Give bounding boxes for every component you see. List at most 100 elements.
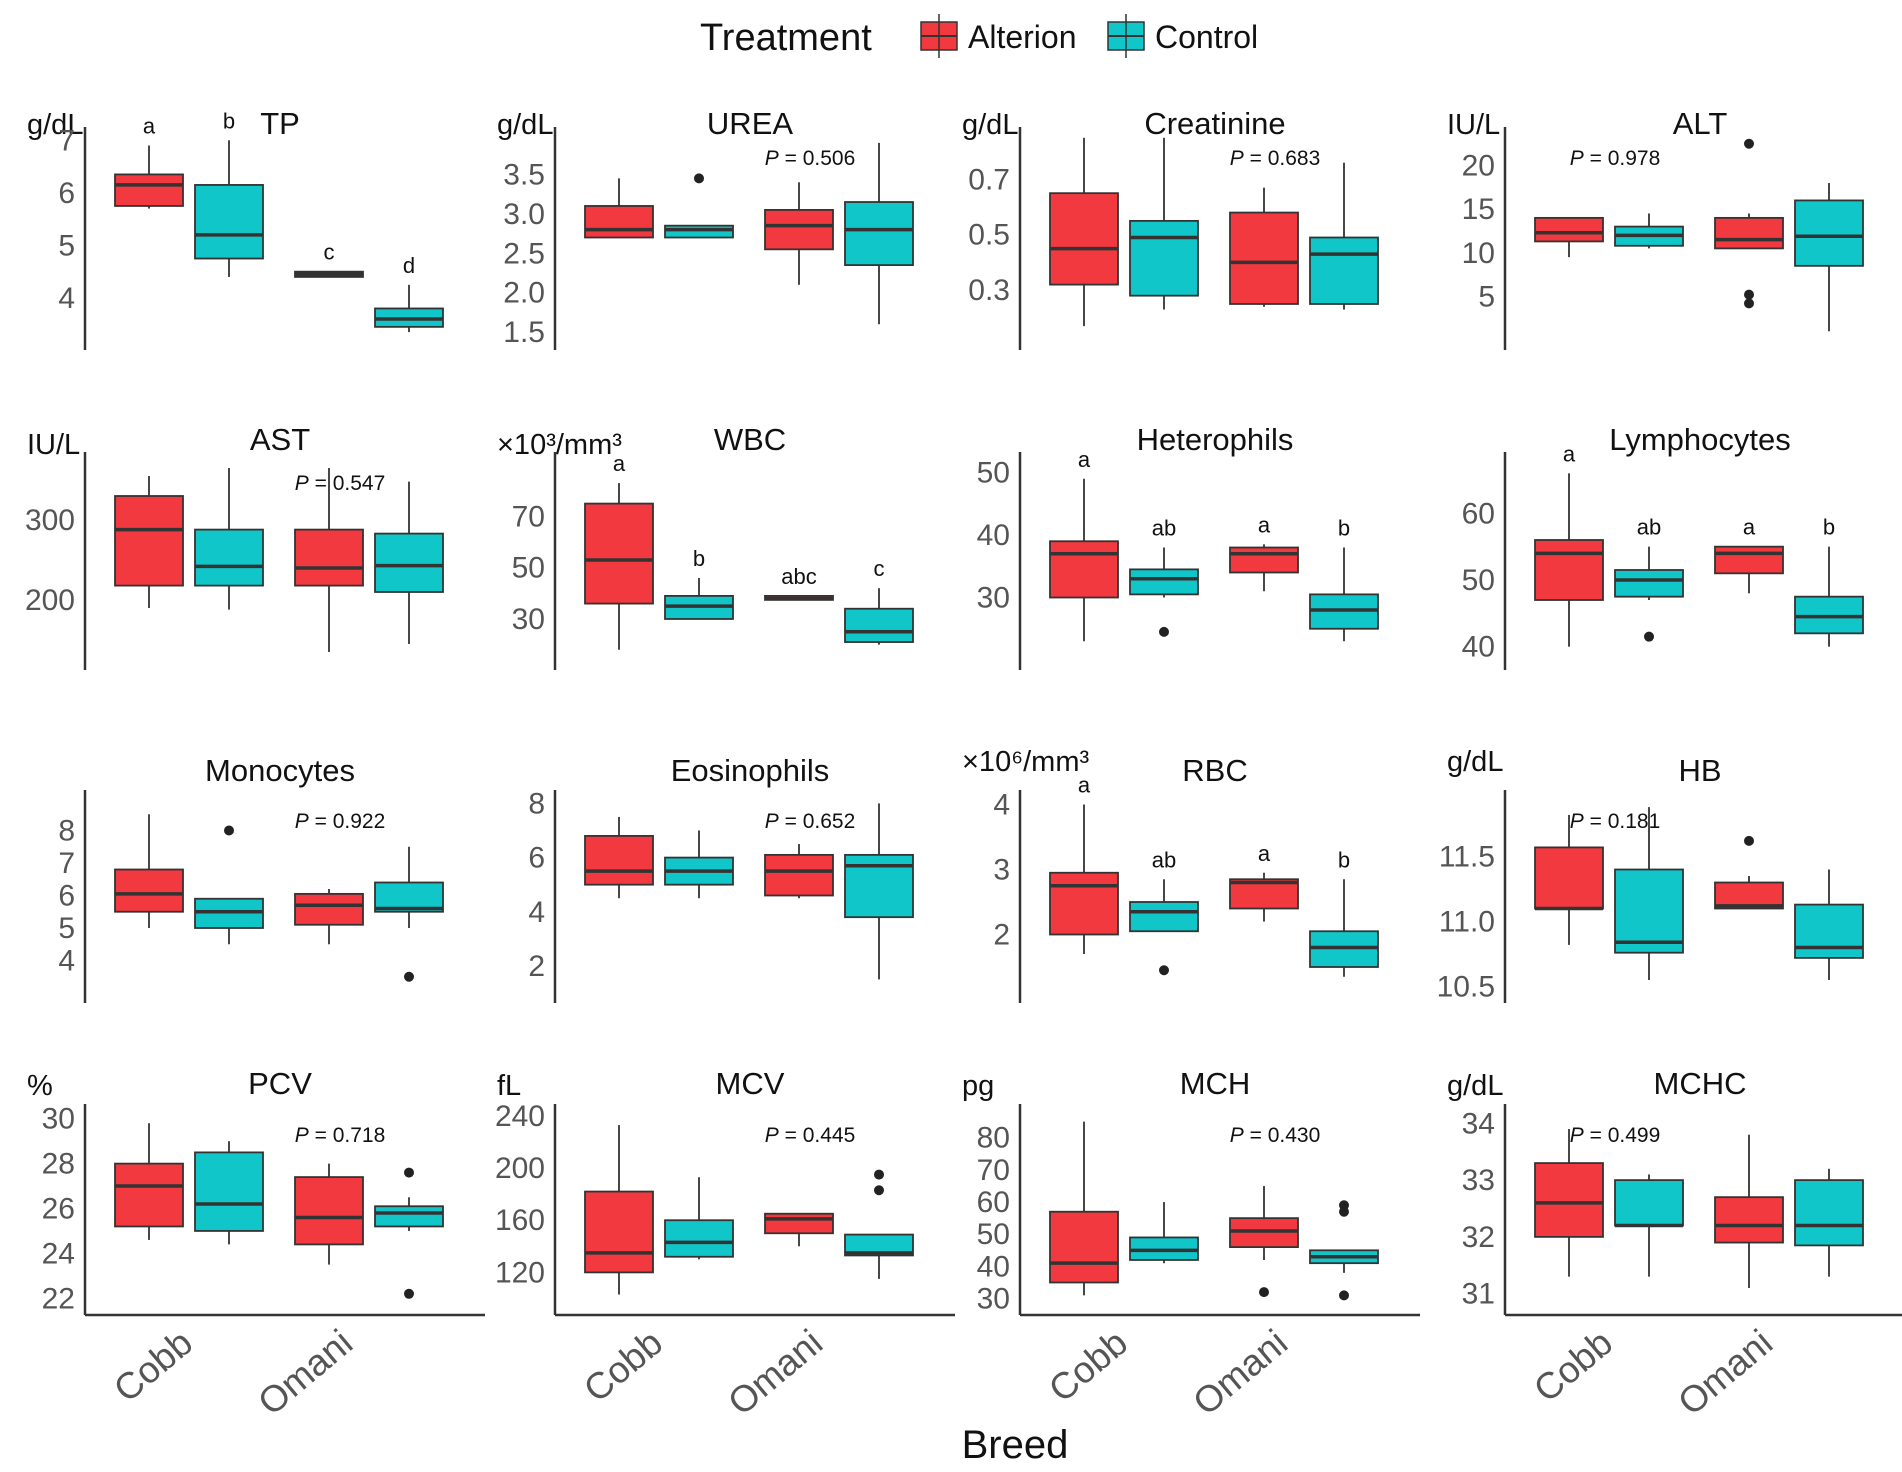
box-omani-alterion: a	[1229, 841, 1299, 922]
box-omani-alterion	[294, 468, 364, 652]
y-tick-label: 4	[528, 896, 545, 929]
y-axis-unit: g/dL	[27, 109, 83, 141]
box-cobb-control	[1129, 137, 1199, 310]
box-omani-control	[844, 1169, 914, 1279]
legend-label-control: Control	[1155, 19, 1258, 55]
p-value-number: = 0.445	[779, 1124, 855, 1147]
box-body	[1614, 1179, 1684, 1227]
box-omani-alterion	[294, 889, 364, 945]
p-value-label: P = 0.978	[1570, 147, 1661, 170]
p-value-symbol: P	[1570, 1124, 1584, 1147]
y-tick-label: 40	[977, 1250, 1010, 1283]
outlier-point	[1259, 1287, 1269, 1298]
p-value-label: P = 0.445	[765, 1124, 856, 1147]
box-body	[1534, 539, 1604, 601]
outlier-point	[1159, 626, 1169, 637]
box-body	[844, 201, 914, 266]
y-tick-label: 7	[58, 847, 75, 880]
box-body	[194, 528, 264, 587]
box-omani-alterion: a	[1714, 515, 1784, 594]
significance-letter: a	[1078, 447, 1091, 472]
box-omani-control: c	[844, 556, 914, 645]
box-omani-control	[374, 481, 444, 644]
box-cobb-control	[664, 830, 734, 899]
y-tick-label: 11.0	[1439, 906, 1495, 939]
box-cobb-alterion	[1534, 216, 1604, 258]
box-omani-control	[1794, 1168, 1864, 1277]
box-omani-alterion: c	[294, 240, 364, 278]
panel-title: MCH	[1180, 1066, 1251, 1101]
outlier-point	[1744, 298, 1754, 309]
p-value-symbol: P	[765, 1124, 779, 1147]
box-cobb-alterion	[584, 178, 654, 239]
box-omani-control: b	[1309, 516, 1379, 642]
y-tick-label: 60	[977, 1186, 1010, 1219]
panel-creatinine: Creatinine g/dL 0.7 0.5 0.3 P = 0.683	[962, 106, 1379, 350]
box-cobb-control	[1614, 1174, 1684, 1277]
box-body	[1129, 901, 1199, 933]
box-body	[1714, 1196, 1784, 1244]
outlier-point	[874, 1169, 884, 1180]
y-axis-unit: g/dL	[962, 109, 1018, 141]
outlier-point	[1744, 138, 1754, 149]
box-cobb-alterion	[1534, 1129, 1604, 1277]
p-value-number: = 0.506	[779, 147, 855, 170]
p-value-number: = 0.978	[1584, 147, 1660, 170]
significance-letter: a	[1563, 441, 1576, 466]
box-body	[114, 868, 184, 913]
outlier-point	[694, 173, 704, 184]
y-tick-label: 24	[42, 1237, 75, 1270]
y-tick-label: 4	[993, 789, 1010, 822]
box-cobb-alterion: a	[114, 114, 184, 209]
panel-title: MCV	[716, 1066, 785, 1101]
outlier-point	[1744, 835, 1754, 846]
p-value-symbol: P	[1570, 147, 1584, 170]
box-cobb-control	[1614, 807, 1684, 980]
panel-title: ALT	[1673, 106, 1728, 141]
box-cobb-alterion	[1049, 137, 1119, 327]
p-value-number: = 0.718	[309, 1124, 385, 1147]
box-body	[1534, 216, 1604, 243]
panel-title: RBC	[1182, 753, 1247, 788]
panel-title: UREA	[707, 106, 793, 141]
p-value-number: = 0.430	[1244, 1124, 1320, 1147]
significance-letter: c	[874, 556, 885, 581]
box-cobb-control	[194, 825, 264, 945]
box-omani-alterion	[1714, 1134, 1784, 1288]
y-tick-label: 7	[58, 124, 75, 157]
significance-letter: b	[1823, 515, 1835, 540]
y-axis-unit: g/dL	[1447, 1070, 1503, 1102]
box-omani-alterion	[294, 1163, 364, 1265]
box-body	[1049, 1210, 1119, 1284]
box-omani-control	[374, 1167, 444, 1299]
x-axis-title: Breed	[962, 1423, 1069, 1467]
y-tick-label: 0.3	[968, 274, 1010, 307]
significance-letter: b	[223, 108, 235, 133]
box-body	[1794, 1179, 1864, 1247]
box-omani-control	[844, 142, 914, 325]
p-value-symbol: P	[295, 472, 309, 495]
y-tick-label: 30	[512, 603, 545, 636]
box-body	[1049, 871, 1119, 936]
outlier-point	[404, 971, 414, 982]
significance-letter: a	[613, 451, 626, 476]
box-body	[294, 892, 364, 926]
y-tick-label: 5	[1478, 280, 1495, 313]
significance-letter: ab	[1152, 847, 1176, 872]
y-tick-label: 15	[1462, 193, 1495, 226]
y-tick-label: 5	[58, 912, 75, 945]
y-axis-unit: fL	[497, 1070, 521, 1102]
y-tick-label: 2.5	[503, 237, 545, 270]
p-value-label: P = 0.922	[295, 810, 386, 833]
y-tick-label: 300	[25, 504, 75, 537]
box-body	[1129, 568, 1199, 596]
box-body	[1794, 199, 1864, 267]
panel-title: Creatinine	[1144, 106, 1285, 141]
y-tick-label: 11.5	[1439, 841, 1495, 874]
y-tick-label: 50	[977, 1218, 1010, 1251]
box-body	[114, 1162, 184, 1228]
